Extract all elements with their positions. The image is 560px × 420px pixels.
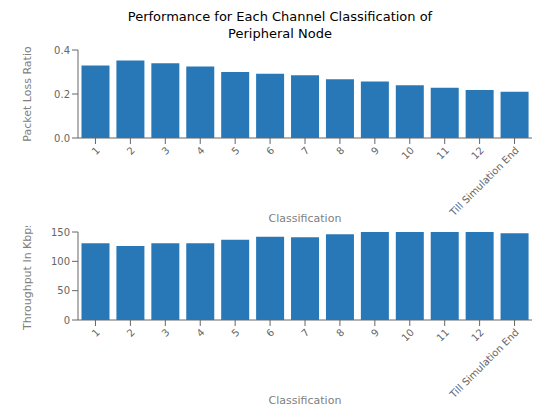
svg-text:1: 1 <box>90 145 102 157</box>
svg-text:Throughput In Kbps: Throughput In Kbps <box>21 226 34 331</box>
svg-text:9: 9 <box>369 327 381 339</box>
svg-text:3: 3 <box>159 145 171 157</box>
svg-text:12: 12 <box>469 145 486 162</box>
svg-text:4: 4 <box>194 327 206 339</box>
svg-text:7: 7 <box>299 145 311 157</box>
svg-text:50: 50 <box>57 285 70 296</box>
svg-text:150: 150 <box>51 227 70 238</box>
svg-text:8: 8 <box>334 145 346 157</box>
svg-text:0.0: 0.0 <box>54 133 70 144</box>
svg-text:Till Simulation End: Till Simulation End <box>447 145 521 219</box>
svg-text:5: 5 <box>229 327 241 339</box>
svg-text:12: 12 <box>469 327 486 344</box>
svg-text:2: 2 <box>125 327 137 339</box>
html-text:Peripheral Node: Peripheral Node <box>228 26 332 41</box>
svg-text:4: 4 <box>194 145 206 157</box>
svg-text:0.4: 0.4 <box>54 45 70 56</box>
svg-text:0.2: 0.2 <box>54 89 70 100</box>
svg-text:5: 5 <box>229 145 241 157</box>
svg-text:11: 11 <box>434 145 451 162</box>
svg-text:9: 9 <box>369 145 381 157</box>
svg-text:8: 8 <box>334 327 346 339</box>
svg-text:3: 3 <box>159 327 171 339</box>
svg-text:10: 10 <box>399 327 416 344</box>
svg-text:Classification: Classification <box>269 212 342 225</box>
svg-text:Packet Loss Ratio: Packet Loss Ratio <box>21 46 34 142</box>
svg-text:Till Simulation End: Till Simulation End <box>447 327 521 401</box>
svg-text:6: 6 <box>264 145 276 157</box>
svg-text:10: 10 <box>399 145 416 162</box>
html-text:Performance for Each Channel C: Performance for Each Channel Classificat… <box>127 9 433 24</box>
svg-text:0: 0 <box>64 315 70 326</box>
svg-text:100: 100 <box>51 256 70 267</box>
svg-text:2: 2 <box>125 145 137 157</box>
svg-text:7: 7 <box>299 327 311 339</box>
svg-text:11: 11 <box>434 327 451 344</box>
svg-text:Classification: Classification <box>269 394 342 407</box>
svg-text:6: 6 <box>264 327 276 339</box>
svg-text:1: 1 <box>90 327 102 339</box>
